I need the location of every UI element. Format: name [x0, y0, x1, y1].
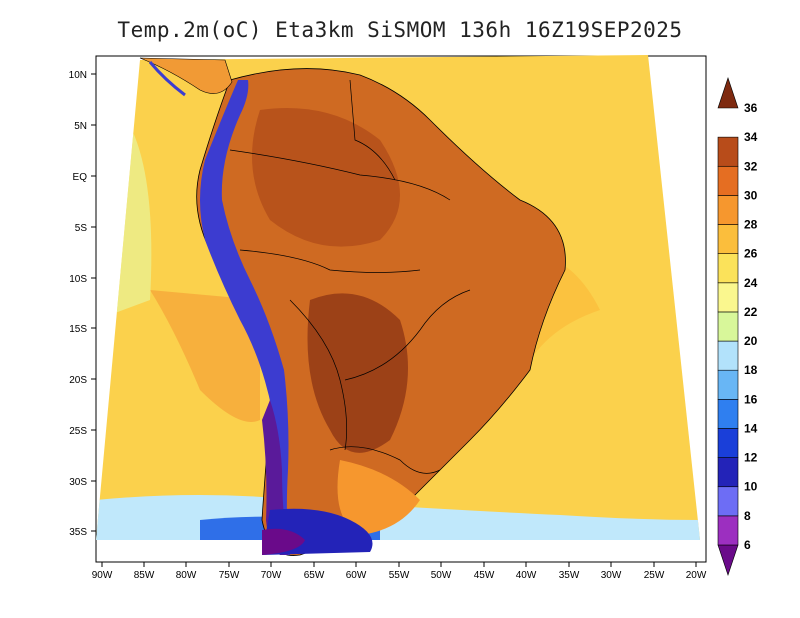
andes-ridge	[200, 80, 290, 555]
colorbar-label: 20	[744, 334, 758, 348]
lat-tick-8: 30S	[69, 477, 96, 488]
lat-tick-0: 10N	[69, 70, 96, 81]
colorbar-label: 30	[744, 188, 758, 202]
svg-text:80W: 80W	[176, 570, 197, 581]
colorbar-swatch	[717, 369, 739, 400]
colorbar-swatch	[717, 165, 739, 196]
lon-tick-9: 45W	[474, 562, 495, 581]
svg-text:50W: 50W	[431, 570, 452, 581]
lon-tick-10: 40W	[516, 562, 537, 581]
svg-text:85W: 85W	[134, 570, 155, 581]
lon-tick-3: 75W	[219, 562, 240, 581]
colorbar-swatch	[717, 136, 739, 167]
svg-text:65W: 65W	[304, 570, 325, 581]
lat-tick-9: 35S	[69, 527, 96, 538]
svg-text:35S: 35S	[69, 527, 87, 538]
lon-tick-2: 80W	[176, 562, 197, 581]
south-america-land	[196, 68, 566, 556]
lat-tick-7: 25S	[69, 426, 96, 437]
colorbar-label: 22	[744, 305, 758, 319]
svg-text:20W: 20W	[686, 570, 707, 581]
colorbar-label: 18	[744, 363, 758, 377]
colorbar-swatch	[717, 544, 739, 576]
colorbar-label: 32	[744, 159, 758, 173]
patagonia-coldest	[262, 528, 305, 555]
lon-tick-7: 55W	[389, 562, 410, 581]
lon-tick-4: 70W	[261, 562, 282, 581]
colorbar-label: 8	[744, 509, 751, 523]
colorbar-label: 14	[744, 421, 758, 435]
colorbar-label: 10	[744, 480, 758, 494]
colorbar-swatch	[717, 311, 739, 342]
svg-text:5S: 5S	[75, 223, 88, 234]
svg-text:55W: 55W	[389, 570, 410, 581]
colorbar-swatch	[717, 253, 739, 284]
country-borders	[229, 79, 471, 474]
svg-text:15S: 15S	[69, 324, 87, 335]
colorbar-swatch	[717, 428, 739, 458]
lat-tick-1: 5N	[74, 121, 96, 132]
central-america-land	[139, 57, 233, 97]
land-hot-amazon	[252, 108, 400, 247]
lon-tick-8: 50W	[431, 562, 452, 581]
svg-text:45W: 45W	[474, 570, 495, 581]
colorbar-swatch	[717, 515, 739, 546]
svg-text:60W: 60W	[346, 570, 367, 581]
lon-tick-5: 65W	[304, 562, 325, 581]
svg-text:90W: 90W	[92, 570, 113, 581]
svg-text:20S: 20S	[69, 375, 87, 386]
lon-tick-13: 25W	[644, 562, 665, 581]
svg-text:10S: 10S	[69, 274, 87, 285]
svg-text:25S: 25S	[69, 426, 87, 437]
longitude-axis: 90W 85W 80W 75W 70W 65W 60W 55W 50W 45W …	[92, 562, 707, 581]
lat-tick-4: 10S	[69, 274, 96, 285]
colorbar-label: 34	[744, 130, 758, 144]
colorbar: 6 8 10 12 14 16 18 20 22 24 26 28 30 32 34 36	[717, 77, 758, 576]
svg-text:30S: 30S	[69, 477, 87, 488]
svg-text:30W: 30W	[601, 570, 622, 581]
colorbar-label: 36	[744, 101, 758, 115]
svg-text:40W: 40W	[516, 570, 537, 581]
lon-tick-14: 20W	[686, 562, 707, 581]
lat-tick-6: 20S	[69, 375, 96, 386]
pacific-warm-patch	[150, 290, 260, 422]
latitude-axis: 10N 5N EQ 5S 10S 15S 20S 25S 30S 35S	[69, 70, 96, 538]
lat-tick-2: EQ	[73, 172, 96, 183]
colorbar-label: 6	[744, 538, 751, 552]
colorbar-swatch	[717, 457, 739, 488]
lon-tick-1: 85W	[134, 562, 155, 581]
svg-text:5N: 5N	[74, 121, 87, 132]
svg-text:35W: 35W	[559, 570, 580, 581]
land-cool-south	[337, 460, 420, 535]
colorbar-label: 26	[744, 247, 758, 261]
lon-tick-0: 90W	[92, 562, 113, 581]
colorbar-swatch	[717, 399, 739, 429]
land-hot-core	[307, 293, 408, 453]
lat-tick-3: 5S	[75, 223, 96, 234]
colorbar-swatch	[717, 77, 739, 109]
colorbar-label: 16	[744, 392, 758, 406]
svg-text:70W: 70W	[261, 570, 282, 581]
map-title: Temp.2m(oC) Eta3km SiSMOM 136h 16Z19SEP2…	[117, 18, 683, 42]
colorbar-swatch	[717, 282, 739, 313]
lon-tick-11: 35W	[559, 562, 580, 581]
colorbar-swatch	[717, 486, 739, 517]
svg-text:75W: 75W	[219, 570, 240, 581]
lat-tick-5: 15S	[69, 324, 96, 335]
svg-text:10N: 10N	[69, 70, 87, 81]
colorbar-swatch	[717, 195, 739, 225]
lon-tick-6: 60W	[346, 562, 367, 581]
lon-tick-12: 30W	[601, 562, 622, 581]
colorbar-swatch	[717, 340, 739, 371]
colorbar-label: 28	[744, 218, 758, 232]
colorbar-label: 12	[744, 451, 758, 465]
colorbar-label: 24	[744, 276, 758, 290]
colorbar-swatch	[717, 224, 739, 254]
svg-text:EQ: EQ	[73, 172, 88, 183]
svg-text:25W: 25W	[644, 570, 665, 581]
